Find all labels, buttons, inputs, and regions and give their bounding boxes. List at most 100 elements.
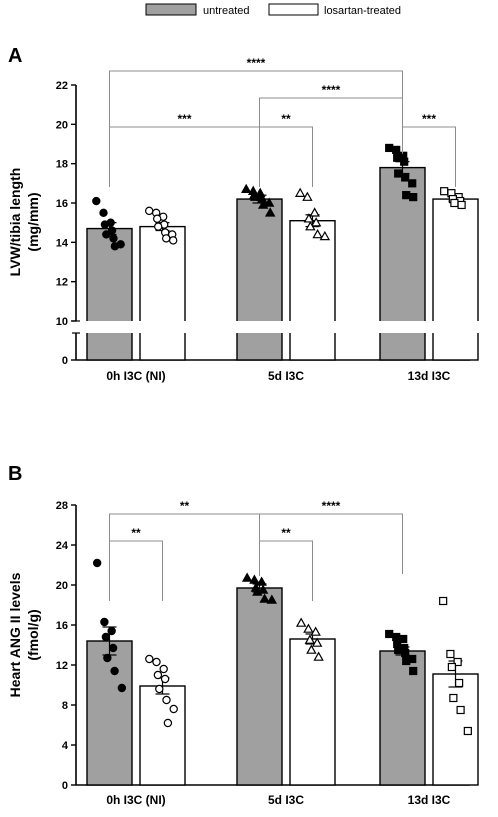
chart-b-ytick-label: 24 — [56, 540, 69, 552]
chart-b-data-point — [392, 632, 401, 642]
chart-a-bar-break — [379, 321, 426, 333]
chart-a-data-point — [240, 183, 252, 194]
chart-b-significance-label: ** — [180, 499, 190, 513]
chart-a-data-point — [401, 173, 410, 182]
chart-a-data-point — [450, 198, 459, 208]
chart-a-data-point — [302, 191, 313, 201]
chart-a-ytick-label: 12 — [56, 277, 68, 289]
chart-b-ylabel-line2: (fmol/g) — [25, 609, 41, 660]
chart-a-data-point — [100, 220, 110, 229]
chart-b-data-point — [257, 584, 269, 594]
chart-a-significance-bracket — [402, 126, 456, 187]
legend-losartan-label: losartan-treated — [324, 5, 401, 17]
legend: untreated losartan-treated — [145, 3, 401, 17]
chart-b-data-point — [449, 693, 458, 703]
chart-b-significance-label: ** — [131, 526, 141, 540]
chart-b-data-point — [256, 576, 267, 586]
chart-b-ytick-label: 28 — [56, 500, 68, 512]
chart-a-data-point — [309, 207, 320, 217]
chart-a-data-point — [393, 153, 402, 162]
chart-a-data-point — [392, 145, 401, 154]
chart-a: 0 10 12 14 16 18 20 22 0h I3C (NI) 5d I3C 13d I3C *… — [56, 56, 479, 383]
chart-a-data-point — [109, 234, 118, 243]
chart-a-ylabel-line2: (mg/mm) — [25, 192, 41, 251]
chart-b-data-point — [100, 617, 109, 627]
chart-a-bar-break — [289, 321, 336, 333]
chart-b-ylabel-line1: Heart ANG II levels — [7, 572, 23, 697]
chart-a-data-point — [144, 206, 154, 216]
chart-a-data-point — [400, 157, 409, 166]
chart-b-data-point — [160, 674, 170, 684]
chart-b-category-label: 13d I3C — [408, 793, 451, 807]
chart-b-data-point — [107, 626, 116, 636]
panel-label-b: B — [8, 463, 22, 485]
chart-a-data-point — [161, 234, 171, 243]
chart-b-data-point — [402, 656, 411, 666]
chart-a-data-point — [110, 242, 120, 251]
chart-a-data-point — [457, 200, 466, 210]
chart-b-data-point — [455, 678, 464, 688]
chart-b-significance-label: **** — [322, 499, 341, 513]
chart-b-data-point — [162, 695, 171, 705]
chart-b-data-point — [313, 651, 324, 661]
chart-a-bar — [236, 198, 283, 361]
chart-a-data-point — [312, 228, 323, 239]
chart-a-category-label: 13d I3C — [408, 369, 451, 383]
chart-b-data-point — [103, 653, 112, 663]
chart-b-data-point — [295, 617, 307, 627]
chart-b-data-point — [145, 654, 154, 664]
chart-a-data-point — [102, 230, 111, 239]
chart-a-bar-break — [139, 321, 186, 333]
chart-b-data-point — [399, 634, 408, 644]
chart-b-data-point — [169, 704, 178, 714]
chart-a-data-point — [408, 179, 417, 188]
chart-b-significance-bracket — [109, 540, 163, 601]
chart-b-data-point — [306, 644, 317, 654]
chart-b-ytick-label: 8 — [62, 700, 68, 712]
chart-b-data-point — [310, 626, 321, 636]
chart-b-data-point — [394, 645, 403, 655]
chart-a-data-point — [303, 213, 315, 223]
chart-b-ytick-label: 20 — [56, 580, 68, 592]
chart-b-data-point — [259, 593, 270, 603]
chart-a-bar — [139, 225, 186, 361]
chart-b-data-point — [446, 649, 455, 659]
chart-a-data-point — [99, 208, 108, 218]
chart-a-ytick-label: 18 — [56, 159, 68, 171]
chart-a-data-point — [92, 196, 101, 206]
chart-a-ytick-label: 10 — [56, 316, 68, 328]
chart-b-data-point — [401, 648, 410, 658]
chart-b-data-point — [409, 666, 418, 676]
chart-b-data-point — [453, 657, 462, 667]
chart-a-data-point — [264, 207, 276, 217]
chart-b-bar — [86, 640, 133, 786]
chart-a-ytick-label: 16 — [56, 198, 68, 210]
chart-a-significance-bracket — [109, 70, 403, 131]
chart-a-ylabel-line1: LVW/tibia length — [7, 168, 23, 277]
chart-b-data-point — [303, 623, 314, 633]
chart-b-data-point — [241, 572, 253, 582]
chart-b-data-point — [456, 705, 465, 715]
chart-a-data-point — [402, 191, 411, 200]
chart-a-data-point — [257, 199, 269, 209]
chart-a-ytick-label: 0 — [62, 355, 68, 367]
chart-b-significance-bracket — [259, 513, 403, 574]
legend-losartan-swatch — [268, 3, 319, 16]
chart-a-category-label: 5d I3C — [268, 369, 304, 383]
chart-b-data-point — [101, 632, 111, 642]
chart-b-category-label: 5d I3C — [268, 793, 304, 807]
chart-a-significance-label: *** — [177, 112, 191, 126]
chart-b-data-point — [447, 662, 456, 672]
chart-b-data-point — [311, 637, 323, 647]
chart-b-data-point — [155, 684, 164, 694]
chart-a-data-point — [249, 191, 261, 201]
chart-b-bar — [236, 587, 283, 786]
panel-label-a: A — [8, 45, 22, 67]
chart-b-data-point — [153, 670, 163, 680]
chart-a-data-point — [310, 217, 322, 227]
chart-b-ytick-label: 12 — [56, 660, 68, 672]
chart-a-data-point — [107, 226, 117, 235]
chart-a-data-point — [263, 197, 275, 207]
